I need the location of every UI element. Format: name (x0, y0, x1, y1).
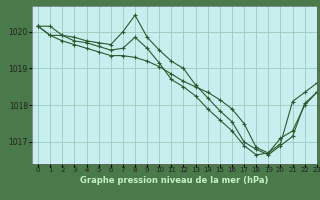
X-axis label: Graphe pression niveau de la mer (hPa): Graphe pression niveau de la mer (hPa) (80, 176, 268, 185)
